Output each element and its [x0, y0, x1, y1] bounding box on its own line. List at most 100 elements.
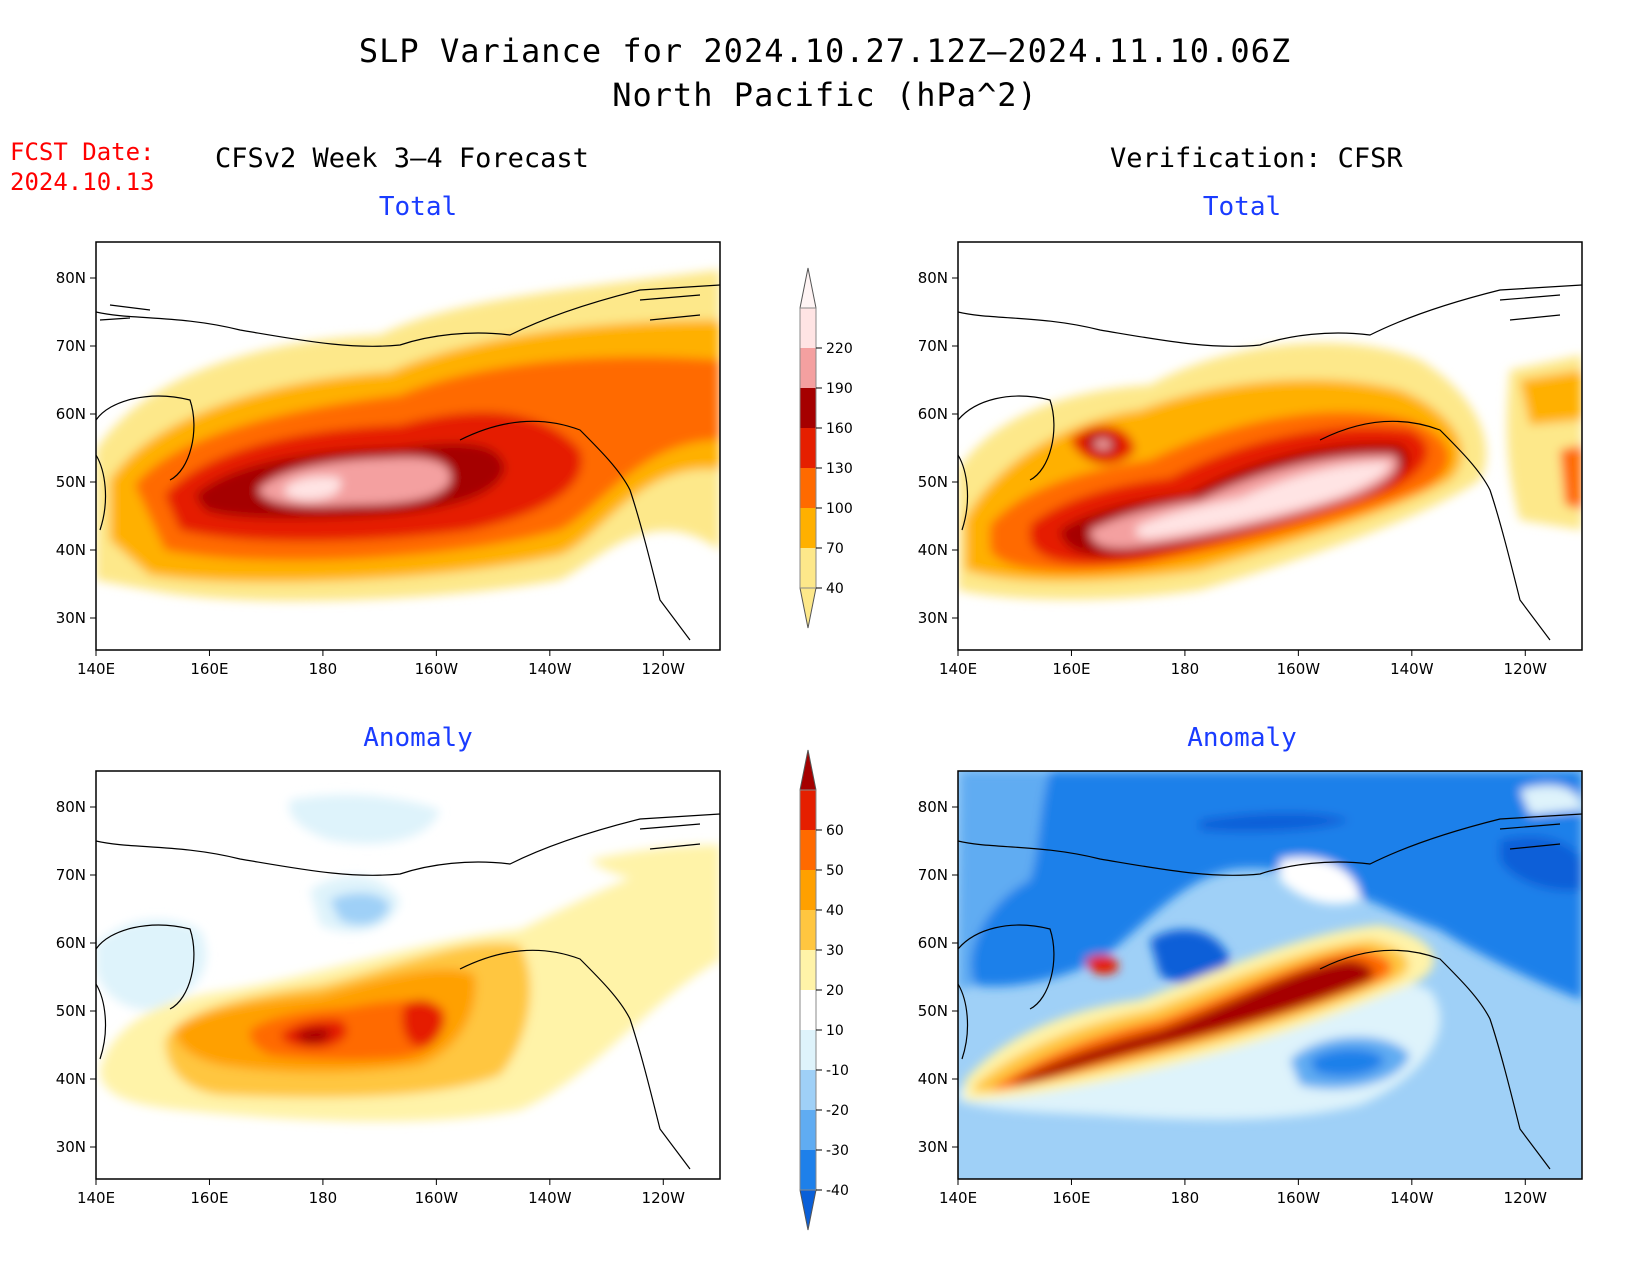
- lat-tick-label: 40N: [918, 1070, 948, 1088]
- colorbar-anomaly: -40 -30 -20 -10 10 20 30 40 50 60: [799, 749, 849, 1231]
- colorbar-label: 220: [826, 341, 853, 357]
- lon-tick-label: 160W: [1277, 660, 1321, 678]
- lon-tick-label: 120W: [1504, 660, 1548, 678]
- lat-tick-label: 50N: [918, 1002, 948, 1020]
- coastlines-a: [96, 284, 720, 641]
- panel-fcst-total: 140E 160E 180 160W 140W 120W 80N 70N 60N 50N 40N 30…: [56, 241, 721, 678]
- lon-tick-label: 140W: [528, 660, 572, 678]
- colorbar-label: 30: [826, 943, 844, 959]
- lat-tick-label: 60N: [918, 405, 948, 423]
- colorbar-swatch: [800, 790, 816, 830]
- lat-tick-label: 80N: [56, 269, 86, 287]
- colorbar-label: 40: [826, 903, 844, 919]
- fcst-date-value: 2024.10.13: [10, 168, 155, 196]
- colorbar-label: 100: [826, 501, 853, 517]
- colorbar-total: 40 70 100 130 160 190 220: [799, 267, 853, 629]
- lat-tick-label: 50N: [56, 1002, 86, 1020]
- colorbar-frame: [799, 307, 817, 589]
- fcst-anom-shading-neg10: [96, 919, 207, 1010]
- colorbar-label: -30: [826, 1143, 849, 1159]
- colorbar-label: 190: [826, 381, 853, 397]
- colorbar-swatch: [800, 910, 816, 950]
- coastlines-c: [96, 813, 720, 1170]
- coastlines-d: [958, 813, 1582, 1170]
- panel-title-fcst-total: Total: [378, 192, 458, 222]
- lon-tick-label: 180: [1171, 1189, 1200, 1207]
- lat-tick-label: 60N: [918, 934, 948, 952]
- ver-anom-shading-neg40c: [1150, 929, 1230, 984]
- panel-fcst-anom: 140E 160E 180 160W 140W 120W 80N 70N 60N 50N 40N 30…: [56, 770, 721, 1207]
- panel-title-ver-total: Total: [1202, 192, 1282, 222]
- lat-tick-label: 80N: [918, 798, 948, 816]
- panel-ver-anom: 140E 160E 180 160W 140W 120W 80N 70N 60N 50N 40N 30…: [918, 770, 1583, 1207]
- ver-anom-shading-pos60: [1010, 960, 1374, 1085]
- ver-total-shading-100b: [1560, 445, 1582, 510]
- colorbar-label: -10: [826, 1063, 849, 1079]
- lat-tick-label: 30N: [918, 1138, 948, 1156]
- lat-tick-label: 30N: [56, 1138, 86, 1156]
- lon-tick-label: 180: [309, 1189, 338, 1207]
- lon-tick-label: 180: [309, 660, 338, 678]
- colorbar-swatch: [800, 1070, 816, 1110]
- ver-anom-shading-pos-light-b: [1520, 785, 1582, 815]
- colorbar-label: -20: [826, 1103, 849, 1119]
- lon-tick-label: 160W: [1277, 1189, 1321, 1207]
- lat-tick-label: 30N: [918, 609, 948, 627]
- colorbar-swatch: [800, 468, 816, 508]
- colorbar-label: 60: [826, 823, 844, 839]
- lat-tick-label: 70N: [918, 337, 948, 355]
- colorbar-swatch: [800, 830, 816, 870]
- ver-total-shading-70b: [1520, 370, 1582, 425]
- verification-header: Verification: CFSR: [1110, 143, 1403, 174]
- lat-tick-label: 70N: [56, 337, 86, 355]
- fcst-anom-shading-neg10b: [289, 794, 440, 844]
- panel-ver-total: 140E 160E 180 160W 140W 120W 80N 70N 60N 50N 40N 30…: [918, 241, 1583, 678]
- coastlines-b: [958, 284, 1582, 641]
- lat-tick-label: 80N: [56, 798, 86, 816]
- panel-title-fcst-anom: Anomaly: [363, 723, 473, 753]
- lat-tick-label: 30N: [56, 609, 86, 627]
- lat-tick-label: 50N: [918, 473, 948, 491]
- colorbar-label: 130: [826, 461, 853, 477]
- colorbar-top-arrow: [799, 749, 817, 791]
- lat-tick-label: 80N: [918, 269, 948, 287]
- colorbar-swatch: [800, 1110, 816, 1150]
- fcst-anom-shading-pos60: [295, 1027, 331, 1044]
- lat-tick-label: 60N: [56, 405, 86, 423]
- colorbar-swatch: [800, 508, 816, 548]
- lat-tick-label: 40N: [56, 541, 86, 559]
- colorbar-swatch: [800, 388, 816, 428]
- colorbar-swatch: [800, 308, 816, 348]
- ver-anom-shading-neg40: [1200, 812, 1350, 832]
- colorbar-swatch: [800, 870, 816, 910]
- lat-tick-label: 70N: [56, 866, 86, 884]
- figure-title: SLP Variance for 2024.10.27.12Z–2024.11.…: [358, 32, 1292, 70]
- colorbar-swatch: [800, 1150, 816, 1190]
- fcst-anom-shading-pos10b: [590, 845, 720, 883]
- colorbar-swatch: [800, 348, 816, 388]
- ver-anom-shading-pos60c: [1085, 954, 1119, 975]
- lon-tick-label: 140E: [77, 660, 115, 678]
- lon-tick-label: 140W: [528, 1189, 572, 1207]
- lon-tick-label: 160E: [1052, 660, 1090, 678]
- colorbar-label: 10: [826, 1023, 844, 1039]
- colorbar-label: 70: [826, 541, 844, 557]
- panel-title-ver-anom: Anomaly: [1187, 723, 1297, 753]
- lat-tick-label: 60N: [56, 934, 86, 952]
- fcst-anom-shading-pos50b: [402, 1000, 445, 1048]
- colorbar-swatch: [800, 950, 816, 990]
- colorbar-label: 160: [826, 421, 853, 437]
- figure-subtitle: North Pacific (hPa^2): [612, 76, 1038, 114]
- lon-tick-label: 160E: [190, 660, 228, 678]
- colorbar-label: 50: [826, 863, 844, 879]
- ver-anom-shading-pos-light: [1280, 857, 1360, 904]
- forecast-header: CFSv2 Week 3–4 Forecast: [215, 143, 589, 174]
- colorbar-label: -40: [826, 1183, 849, 1199]
- ver-anom-shading-neg30: [971, 771, 1582, 1000]
- lon-tick-label: 140W: [1390, 1189, 1434, 1207]
- lon-tick-label: 120W: [642, 660, 686, 678]
- colorbar-swatch: [800, 428, 816, 468]
- colorbar-top-arrow: [799, 267, 817, 309]
- lat-tick-label: 70N: [918, 866, 948, 884]
